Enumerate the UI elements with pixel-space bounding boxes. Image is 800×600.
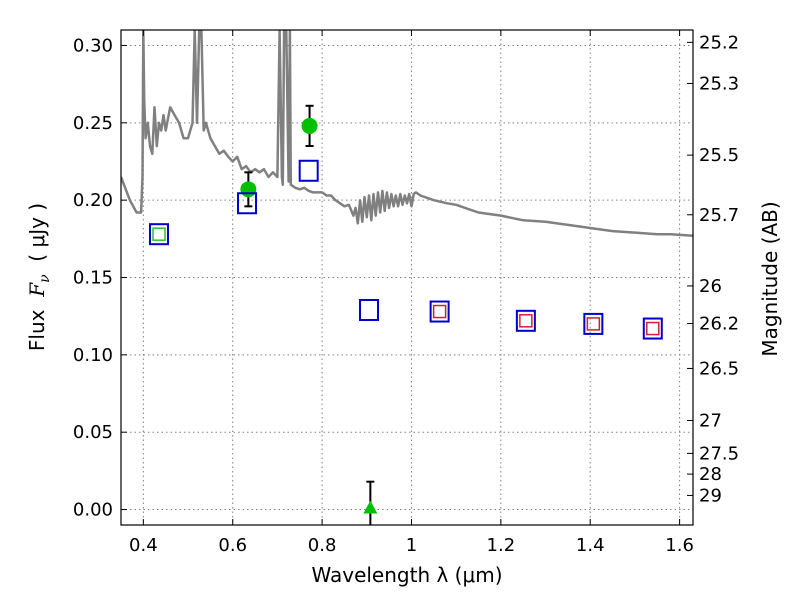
y-axis-label: Flux Fν ( μJy ): [25, 203, 53, 351]
x-tick-label: 1: [406, 535, 417, 556]
observed-flux-point: [240, 181, 257, 198]
x-tick-label: 0.8: [308, 535, 337, 556]
y-tick-label: 0.05: [73, 422, 113, 443]
band-flux-square: [586, 317, 601, 331]
y2-tick-label: 25.5: [699, 145, 739, 166]
y2-axis-label: Magnitude (AB): [758, 201, 782, 356]
y-tick-label: 0.25: [73, 113, 113, 134]
model-flux-square: [298, 159, 319, 182]
y2-tick-label: 28: [699, 464, 722, 485]
plot-area: [121, 30, 693, 525]
y-tick-label: 0.20: [73, 190, 113, 211]
x-tick-label: 1.6: [665, 535, 694, 556]
y2-tick-label: 27: [699, 411, 722, 432]
y2-tick-label: 25.3: [699, 73, 739, 94]
band-flux-square: [519, 314, 533, 328]
y2-tick-label: 29: [699, 485, 722, 506]
x-tick-label: 0.4: [129, 535, 158, 556]
x-tick-label: 1.4: [576, 535, 605, 556]
x-tick-label: 0.6: [218, 535, 247, 556]
y2-tick-label: 25.2: [699, 32, 739, 53]
y-tick-label: 0.30: [73, 35, 113, 56]
model-flux-square: [237, 192, 258, 215]
y-tick-label: 0.00: [73, 500, 113, 521]
model-flux-square: [515, 309, 536, 332]
x-axis: 0.4 0.6 0.8 1 1.2 1.4 1.6: [129, 30, 694, 556]
sed-model-line: [121, 30, 693, 237]
model-flux-square: [148, 223, 169, 246]
y2-tick-label: 26: [699, 276, 722, 297]
y2-tick-label: 25.7: [699, 205, 739, 226]
band-flux-square: [152, 227, 166, 241]
y-tick-label: 0.15: [73, 268, 113, 289]
y2-tick-label: 27.5: [699, 443, 739, 464]
model-flux-square: [583, 312, 604, 335]
observed-flux-point: [301, 117, 318, 134]
x-tick-label: 1.2: [487, 535, 516, 556]
upper-limit-point: [363, 500, 378, 514]
y-tick-label: 0.10: [73, 345, 113, 366]
y2-tick-label: 26.5: [699, 358, 739, 379]
y2-tick-label: 26.2: [699, 314, 739, 335]
model-flux-square: [429, 300, 450, 323]
x-axis-label: Wavelength λ (μm): [311, 563, 502, 587]
band-flux-square: [646, 321, 660, 336]
band-flux-square: [432, 304, 447, 319]
model-flux-square: [359, 298, 380, 321]
model-flux-square: [642, 317, 663, 340]
y-axis-flux: 0.00 0.05 0.10 0.15 0.20 0.25 0.30: [73, 35, 127, 521]
